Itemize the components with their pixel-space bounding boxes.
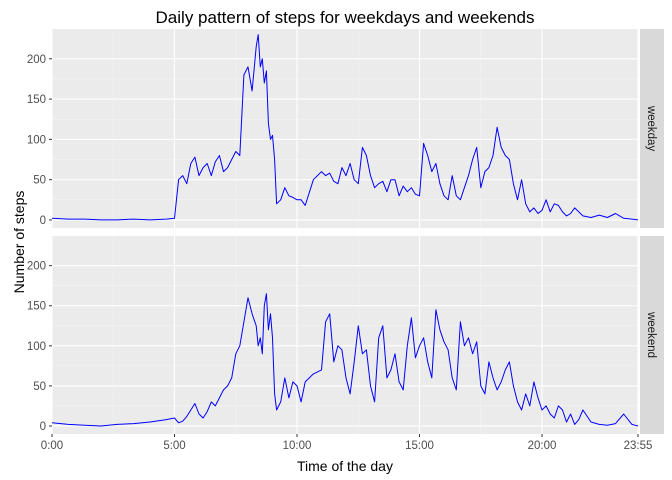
x-tick-label: 20:00 — [528, 440, 557, 452]
facet-strip-label: weekend — [645, 311, 657, 358]
x-tick-label: 15:00 — [405, 440, 434, 452]
series-line-weekend — [51, 293, 639, 427]
x-tick-label: 0:00 — [41, 440, 63, 452]
y-tick-label: 150 — [27, 94, 46, 106]
panel-background — [52, 29, 638, 228]
x-tick-label: 10:00 — [283, 440, 312, 452]
facet-strip — [640, 29, 664, 228]
y-tick-label: 0 — [40, 215, 46, 227]
x-tick-label: 23:55 — [624, 440, 653, 452]
panel-weekend: 0 50 100 150 200 weekend 0:00 5:00 10:00 15:00 20:… — [27, 236, 664, 452]
facet-strip-label: weekday — [645, 105, 657, 152]
x-tick-label: 5:00 — [163, 440, 185, 452]
y-axis-title: Number of steps — [11, 191, 27, 294]
y-tick-label: 50 — [33, 381, 46, 393]
series-line-weekday — [51, 34, 639, 221]
facet-panels: 0 50 100 150 200 weekday 0 50 100 150 200 weekend 0:… — [27, 29, 664, 452]
chart-title: Daily pattern of steps for weekdays and … — [156, 8, 535, 27]
y-tick-label: 200 — [27, 54, 46, 66]
panel-background — [52, 236, 638, 434]
y-tick-label: 100 — [27, 134, 46, 146]
y-tick-label: 50 — [33, 175, 46, 187]
panel-weekday: 0 50 100 150 200 weekday — [27, 29, 664, 228]
y-tick-label: 100 — [27, 341, 46, 353]
y-tick-label: 200 — [27, 261, 46, 273]
facet-strip — [640, 236, 664, 434]
x-axis-title: Time of the day — [297, 458, 393, 474]
y-tick-label: 150 — [27, 301, 46, 313]
y-tick-label: 0 — [40, 421, 46, 433]
